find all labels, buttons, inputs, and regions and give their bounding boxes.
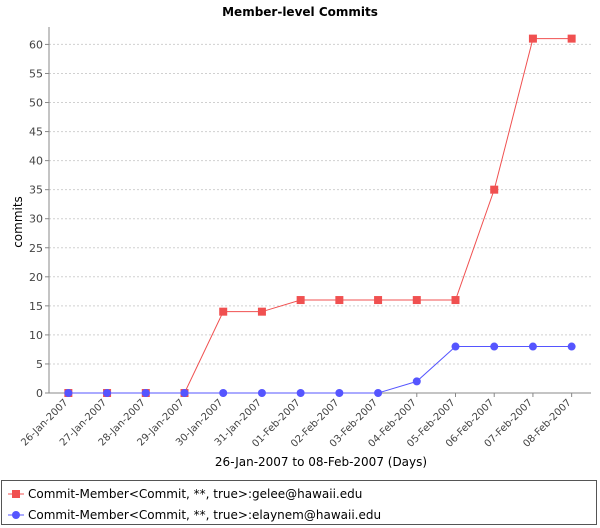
line-chart: Member-level Commits commits 26-Jan-2007… (11, 5, 591, 469)
data-point-square (219, 307, 228, 316)
data-point-square (490, 185, 499, 194)
data-point-circle (451, 342, 460, 351)
data-point-circle (335, 389, 344, 397)
y-tick-label: 25 (29, 242, 43, 255)
legend-label-elaynem: Commit-Member<Commit, **, true>:elaynem@… (28, 508, 382, 522)
y-tick-label: 30 (29, 213, 43, 226)
data-point-circle (141, 389, 150, 397)
data-point-circle (180, 389, 189, 397)
legend-circle-marker-icon (8, 511, 24, 519)
series-1 (64, 342, 576, 397)
legend: Commit-Member<Commit, **, true>:gelee@ha… (1, 480, 597, 525)
data-point-square (374, 296, 383, 305)
data-point-circle (103, 389, 112, 397)
data-point-circle (219, 389, 228, 397)
data-point-circle (490, 342, 499, 351)
data-point-circle (567, 342, 576, 351)
data-point-circle (528, 342, 537, 351)
y-tick-label: 15 (29, 300, 43, 313)
data-point-square (296, 296, 305, 305)
y-tick-label: 35 (29, 184, 43, 197)
x-ticks: 26-Jan-200727-Jan-200728-Jan-200729-Jan-… (19, 393, 574, 450)
y-tick-label: 60 (29, 38, 43, 51)
y-tick-label: 50 (29, 97, 43, 110)
data-point-square (412, 296, 421, 305)
data-point-square (335, 296, 344, 305)
series (64, 34, 576, 397)
data-point-circle (257, 389, 266, 397)
plot-area (49, 27, 591, 393)
data-point-square (567, 34, 576, 43)
legend-item-elaynem: Commit-Member<Commit, **, true>:elaynem@… (8, 506, 381, 524)
y-tick-label: 10 (29, 329, 43, 342)
y-tick-label: 55 (29, 67, 43, 80)
data-point-circle (374, 389, 383, 397)
grid-lines (49, 27, 591, 393)
legend-label-gelee: Commit-Member<Commit, **, true>:gelee@ha… (28, 487, 363, 501)
y-tick-label: 45 (29, 126, 43, 139)
data-point-square (257, 307, 266, 316)
legend-item-gelee: Commit-Member<Commit, **, true>:gelee@ha… (8, 485, 362, 503)
data-point-square (528, 34, 537, 43)
x-axis-label: 26-Jan-2007 to 08-Feb-2007 (Days) (215, 455, 427, 469)
series-line (68, 346, 572, 394)
data-point-circle (412, 377, 421, 386)
y-axis-label: commits (11, 196, 25, 248)
data-point-square (451, 296, 460, 305)
y-ticks: 0 5 10 15 20 25 30 35 40 45 50 55 60 (29, 38, 49, 400)
data-point-circle (296, 389, 305, 397)
y-tick-label: 0 (36, 387, 43, 400)
y-tick-label: 20 (29, 271, 43, 284)
y-tick-label: 40 (29, 155, 43, 168)
legend-square-marker-icon (8, 490, 24, 498)
data-point-circle (64, 389, 73, 397)
chart-title: Member-level Commits (222, 5, 378, 19)
y-tick-label: 5 (36, 358, 43, 371)
